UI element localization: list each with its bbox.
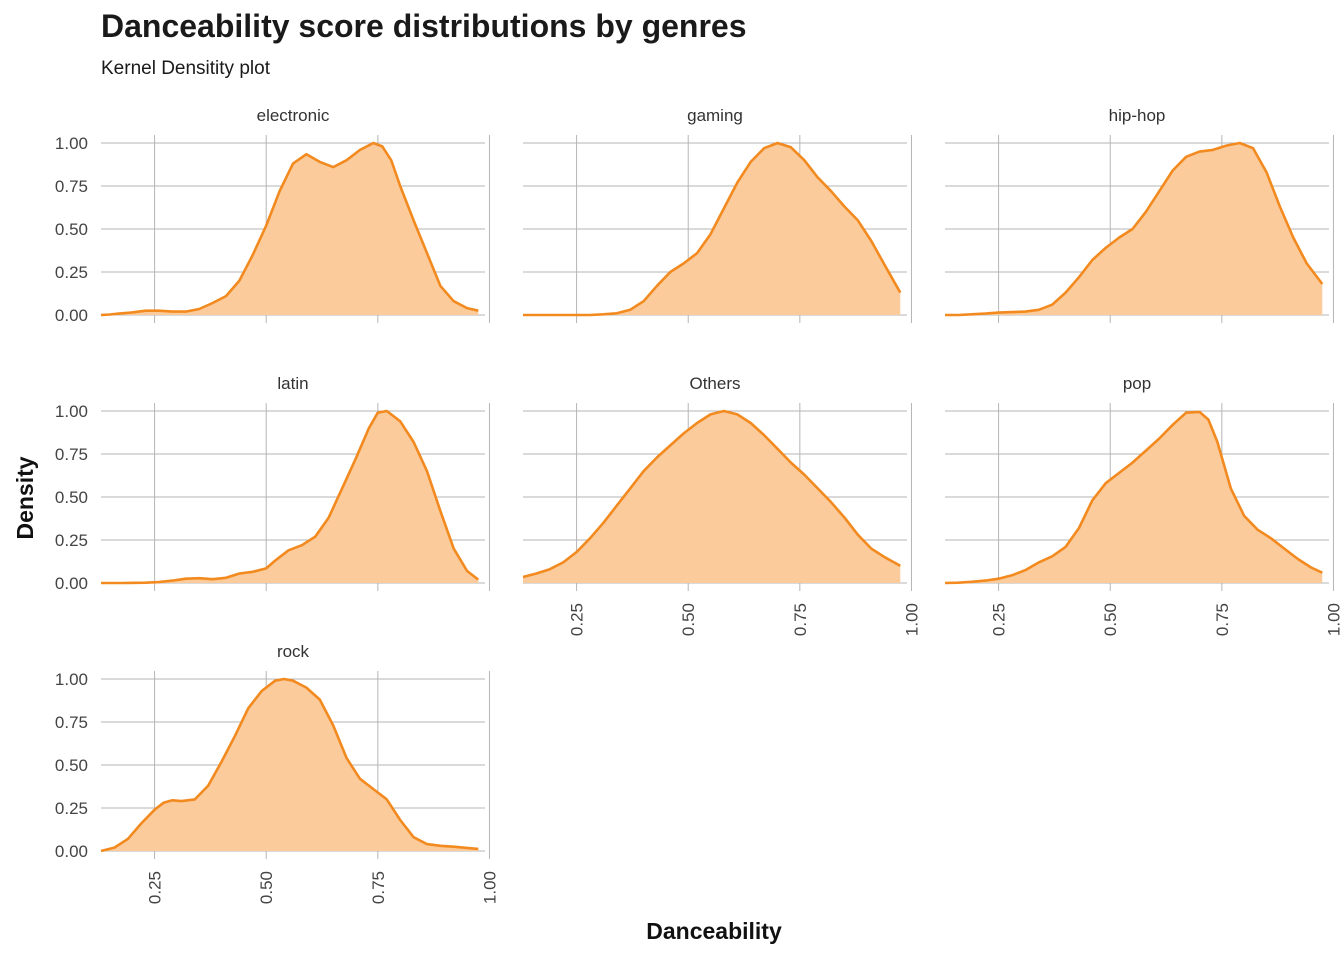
x-axis-title: Danceability [646, 918, 782, 944]
chart-title: Danceability score distributions by genr… [101, 8, 747, 44]
facet-strip-label: latin [277, 374, 308, 393]
facet-strip-label: rock [277, 642, 310, 661]
x-tick-label: 0.75 [369, 871, 388, 904]
density-area [523, 143, 901, 315]
facet-others: Others 0.25 0.50 0.75 1.00 [522, 374, 922, 636]
density-line [100, 141, 479, 317]
y-tick-label: 0.50 [55, 756, 88, 775]
density-area [101, 411, 479, 583]
density-line [945, 141, 1324, 317]
y-tick-label: 0.50 [55, 488, 88, 507]
x-tick-label: 1.00 [1325, 603, 1344, 636]
facet-gaming: gaming [523, 106, 912, 323]
y-tick-label: 0.50 [55, 220, 88, 239]
density-area [101, 679, 479, 851]
y-tick-label: 0.00 [55, 842, 88, 861]
x-tick-label: 0.50 [679, 603, 698, 636]
y-tick-label: 0.25 [55, 531, 88, 550]
y-tick-label: 0.00 [55, 306, 88, 325]
y-tick-label: 1.00 [55, 670, 88, 689]
y-tick-label: 0.75 [55, 445, 88, 464]
x-tick-label: 0.75 [791, 603, 810, 636]
density-area [523, 411, 901, 583]
facet-pop: pop 0.25 0.50 0.75 1.00 [944, 374, 1344, 636]
y-axis-title: Density [12, 456, 38, 539]
y-tick-label: 0.75 [55, 713, 88, 732]
density-area [945, 411, 1323, 583]
x-tick-label: 0.50 [1101, 603, 1120, 636]
y-tick-label: 0.75 [55, 177, 88, 196]
facet-latin: latin 0.00 0.25 0.50 0.75 1.00 [55, 374, 490, 593]
density-line [100, 677, 479, 853]
x-tick-label: 0.75 [1213, 603, 1232, 636]
x-tick-label: 0.25 [990, 603, 1009, 636]
y-tick-label: 0.00 [55, 574, 88, 593]
x-tick-label: 0.50 [257, 871, 276, 904]
y-tick-label: 1.00 [55, 402, 88, 421]
chart-subtitle: Kernel Densitity plot [101, 58, 270, 79]
density-area [101, 143, 479, 315]
x-tick-label: 1.00 [903, 603, 922, 636]
x-tick-label: 0.25 [568, 603, 587, 636]
facet-rock: rock 0.00 0.25 0.50 0.75 1.00 0.25 0.50 0.75 1.00 [55, 642, 500, 904]
facet-strip-label: electronic [257, 106, 330, 125]
facet-electronic: electronic 0.00 0.25 0.50 0.75 1.00 [55, 106, 490, 325]
facet-strip-label: hip-hop [1109, 106, 1166, 125]
y-tick-label: 0.25 [55, 263, 88, 282]
facet-strip-label: gaming [687, 106, 743, 125]
x-tick-label: 1.00 [481, 871, 500, 904]
density-line [101, 409, 480, 585]
facet-strip-label: Others [689, 374, 740, 393]
density-line [944, 410, 1323, 585]
density-line [523, 141, 902, 317]
density-line [522, 409, 901, 579]
facet-strip-label: pop [1123, 374, 1151, 393]
y-tick-label: 0.25 [55, 799, 88, 818]
facet-hip-hop: hip-hop [945, 106, 1334, 323]
y-tick-label: 1.00 [55, 134, 88, 153]
x-tick-label: 0.25 [146, 871, 165, 904]
